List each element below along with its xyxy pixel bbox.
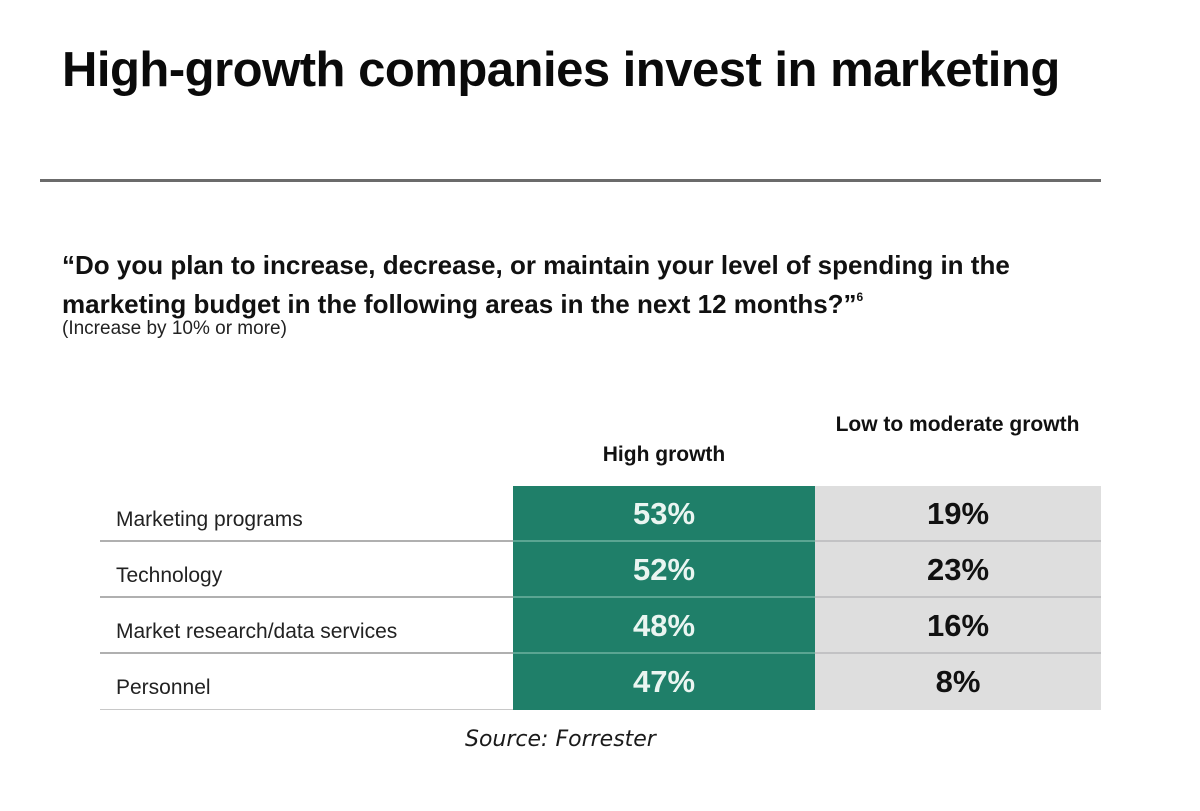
row-label: Technology (116, 564, 223, 587)
high-growth-value: 52% (513, 542, 815, 598)
low-growth-value: 19% (815, 486, 1101, 542)
column-header-high-growth: High growth (602, 443, 726, 466)
row-divider (100, 709, 513, 710)
survey-question: “Do you plan to increase, decrease, or m… (62, 249, 1102, 320)
question-note: (Increase by 10% or more) (62, 318, 287, 339)
high-growth-divider (513, 540, 815, 542)
column-header-low-growth-text: Low to moderate growth (835, 413, 1080, 436)
row-divider (100, 652, 513, 654)
table-row: Marketing programs 53% 19% (100, 486, 1101, 542)
high-growth-value: 47% (513, 654, 815, 710)
table-row: Market research/data services 48% 16% (100, 598, 1101, 654)
title-divider (40, 179, 1101, 182)
row-label: Marketing programs (116, 508, 303, 531)
source-caption: Source: Forrester (465, 727, 656, 752)
question-text: “Do you plan to increase, decrease, or m… (62, 250, 1010, 319)
table-row: Technology 52% 23% (100, 542, 1101, 598)
low-growth-value: 16% (815, 598, 1101, 654)
low-growth-value: 8% (815, 654, 1101, 710)
high-growth-divider (513, 596, 815, 598)
low-growth-divider (815, 652, 1101, 654)
low-growth-divider (815, 540, 1101, 542)
high-growth-divider (513, 652, 815, 654)
column-header-low-growth: Low to moderate growth (815, 410, 1100, 439)
table-row: Personnel 47% 8% (100, 654, 1101, 710)
row-divider (100, 596, 513, 598)
data-table: Marketing programs 53% 19% Technology 52… (100, 486, 1101, 710)
low-growth-divider (815, 596, 1101, 598)
chart-title: High-growth companies invest in marketin… (62, 43, 1060, 97)
row-label: Personnel (116, 676, 211, 699)
low-growth-value: 23% (815, 542, 1101, 598)
high-growth-value: 53% (513, 486, 815, 542)
row-label: Market research/data services (116, 620, 398, 643)
row-divider (100, 540, 513, 542)
high-growth-value: 48% (513, 598, 815, 654)
footnote-marker: 6 (856, 290, 864, 304)
